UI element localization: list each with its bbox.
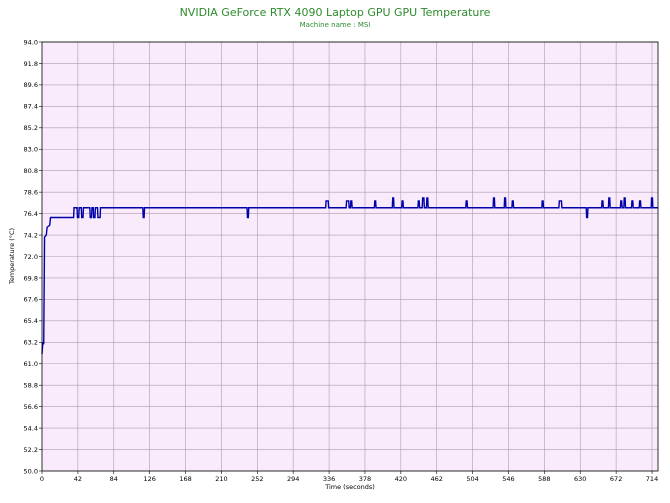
chart-subtitle: Machine name : MSI [299,21,371,29]
y-tick-label: 52.2 [24,446,38,454]
y-tick-label: 69.8 [24,274,38,282]
y-tick-label: 61.0 [24,360,38,368]
x-tick-label: 504 [466,475,478,483]
y-tick-label: 63.2 [24,339,38,347]
y-tick-label: 74.2 [24,231,38,239]
x-tick-label: 420 [395,475,407,483]
x-tick-label: 168 [179,475,191,483]
y-tick-label: 91.8 [24,60,38,68]
x-tick-label: 42 [74,475,82,483]
series-line [41,197,658,355]
y-tick-label: 78.6 [24,188,38,196]
x-tick-label: 126 [143,475,155,483]
x-tick-label: 210 [215,475,227,483]
x-tick-label: 630 [574,475,586,483]
y-tick-label: 83.0 [24,146,38,154]
y-axis-label: Temperature (°C) [8,228,16,285]
x-tick-label: 714 [646,475,658,483]
y-tick-label: 80.8 [24,167,38,175]
x-tick-label: 378 [359,475,371,483]
x-tick-label: 588 [538,475,550,483]
chart-title: NVIDIA GeForce RTX 4090 Laptop GPU GPU T… [179,6,491,19]
y-tick-label: 72.0 [24,253,38,261]
y-tick-label: 65.4 [24,317,38,325]
x-tick-label: 0 [40,475,44,483]
y-tick-label: 67.6 [24,296,38,304]
plot-border [41,41,659,472]
y-tick-label: 85.2 [24,124,38,132]
x-tick-label: 672 [610,475,622,483]
y-axis-ticks: 50.0 52.2 54.4 56.6 58.8 61.0 63.2 65.4 67.6 69.8… [24,38,42,475]
y-tick-label: 50.0 [24,467,38,475]
x-tick-label: 462 [431,475,443,483]
y-tick-label: 56.6 [24,403,38,411]
y-tick-label: 89.6 [24,81,38,89]
x-tick-label: 84 [110,475,118,483]
x-tick-label: 546 [502,475,514,483]
grid-lines [42,41,658,472]
x-tick-label: 294 [287,475,299,483]
x-tick-label: 252 [251,475,263,483]
x-axis-label: Time (seconds) [324,483,375,491]
y-tick-label: 58.8 [24,382,38,390]
y-tick-label: 87.4 [24,103,38,111]
x-tick-label: 336 [323,475,335,483]
x-axis-ticks: 0 42 84 126 168 210 252 294 336 378 420 462 504 546 58… [40,471,658,483]
y-tick-label: 94.0 [24,38,38,46]
y-tick-label: 76.4 [24,210,38,218]
y-tick-label: 54.4 [24,424,38,432]
